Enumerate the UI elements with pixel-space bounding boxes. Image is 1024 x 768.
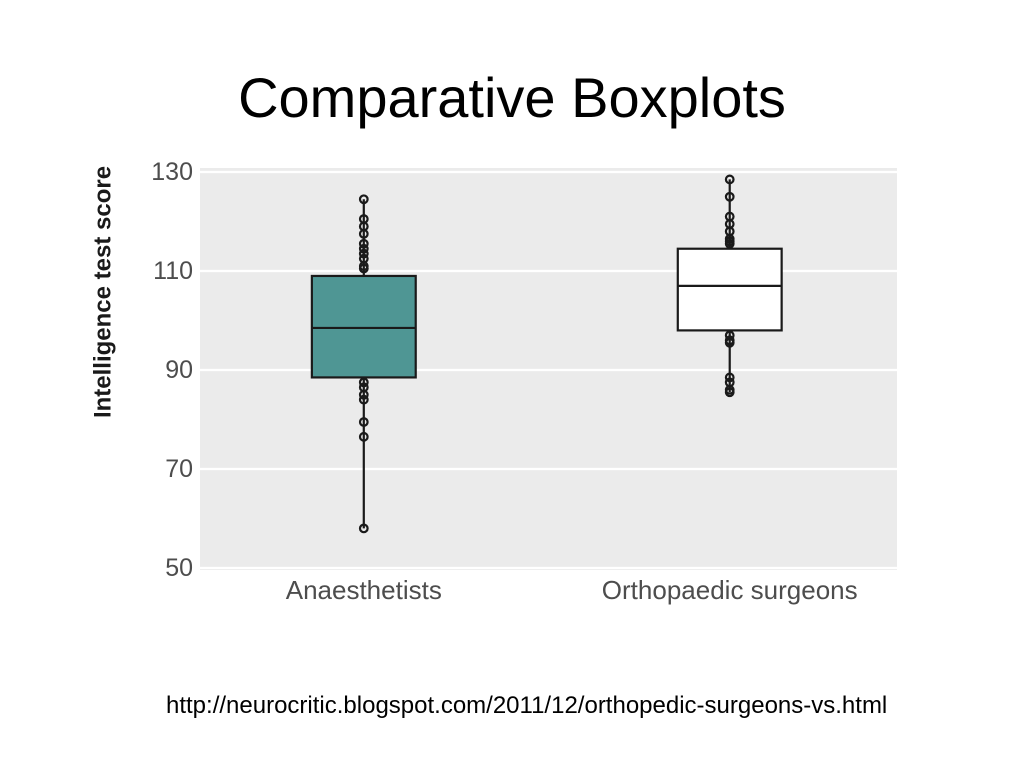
outlier-point [358,431,369,442]
box-group [310,194,417,534]
iqr-box [310,274,417,379]
iqr-box [676,247,783,332]
outlier-point [358,238,369,249]
outlier-point [724,174,735,185]
outlier-point [358,523,369,534]
outlier-point [724,372,735,383]
boxplot-chart: 50 70 90 110 130 Anaesthetists Orthopaedic su… [90,158,897,605]
outlier-point [724,238,735,249]
y-tick-label: 110 [153,257,193,285]
outlier-point [724,387,735,398]
y-axis-label: Intelligence test score [90,166,117,418]
slide-title: Comparative Boxplots [238,66,786,129]
box-group [676,174,783,398]
outlier-point [358,243,369,254]
x-tick-label: Orthopaedic surgeons [602,575,858,605]
x-tick-label: Anaesthetists [286,575,442,605]
y-tick-label: 90 [165,356,193,384]
y-tick-label: 50 [165,554,193,582]
outlier-point [358,377,369,388]
y-tick-label: 70 [165,455,193,483]
outlier-point [358,263,369,274]
outlier-point [358,394,369,405]
plot-marks-layer: Anaesthetists Orthopaedic surgeons [286,174,858,605]
outlier-point [358,417,369,427]
outlier-point [358,389,369,400]
outlier-point [358,194,369,205]
outlier-point [724,337,735,348]
source-url-text: http://neurocritic.blogspot.com/2011/12/… [166,692,888,719]
outlier-point [358,228,369,239]
plot-background-layer: 50 70 90 110 130 [151,158,897,582]
outlier-point [724,191,735,202]
outlier-point [358,248,369,259]
y-tick-label: 130 [151,158,193,186]
